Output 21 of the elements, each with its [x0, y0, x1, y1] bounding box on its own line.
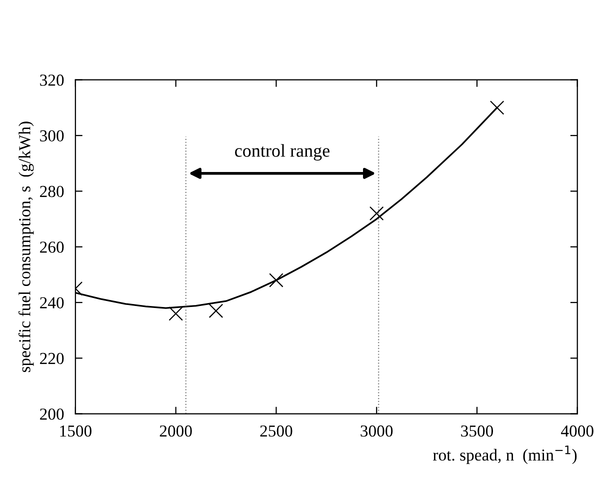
y-tick-label: 260 [40, 242, 64, 253]
y-tick-label: 300 [40, 130, 64, 142]
x-tick-label: 2000 [160, 425, 192, 437]
y-tick-label: 200 [40, 408, 64, 420]
x-tick-label: 3500 [461, 425, 494, 437]
y-tick-label: 240 [40, 297, 64, 308]
x-tick-label: 4000 [561, 425, 594, 437]
y-tick-label: 320 [40, 74, 64, 86]
x-tick-label: 2500 [260, 425, 292, 437]
annotation: control range [235, 144, 330, 161]
y-tick-label: 280 [40, 186, 64, 198]
x-axis-title: rot. spead, n (min$^{−1}$) [433, 446, 577, 464]
y-axis-title: specific fuel consumption, s (g/kWh) [18, 122, 34, 372]
x-tick-label: 3000 [360, 425, 393, 437]
point [168, 306, 183, 321]
y-tick-label: 220 [40, 352, 64, 364]
x-tick-label: 1500 [60, 425, 92, 437]
point [369, 206, 384, 221]
point [490, 100, 504, 115]
point [208, 304, 224, 318]
point [269, 273, 284, 288]
